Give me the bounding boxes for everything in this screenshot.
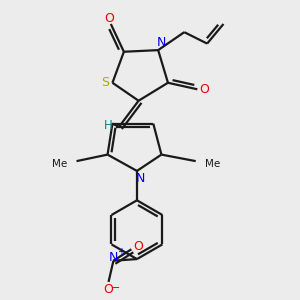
Text: H: H (104, 119, 113, 132)
Text: O: O (103, 283, 113, 296)
Text: N: N (157, 36, 166, 50)
Text: S: S (101, 76, 109, 89)
Text: +: + (117, 247, 124, 256)
Text: Me: Me (52, 159, 68, 169)
Text: O: O (104, 12, 114, 25)
Text: O: O (133, 240, 143, 253)
Text: −: − (110, 283, 120, 293)
Text: Me: Me (205, 159, 220, 169)
Text: N: N (109, 251, 118, 264)
Text: N: N (136, 172, 145, 184)
Text: O: O (200, 83, 209, 96)
